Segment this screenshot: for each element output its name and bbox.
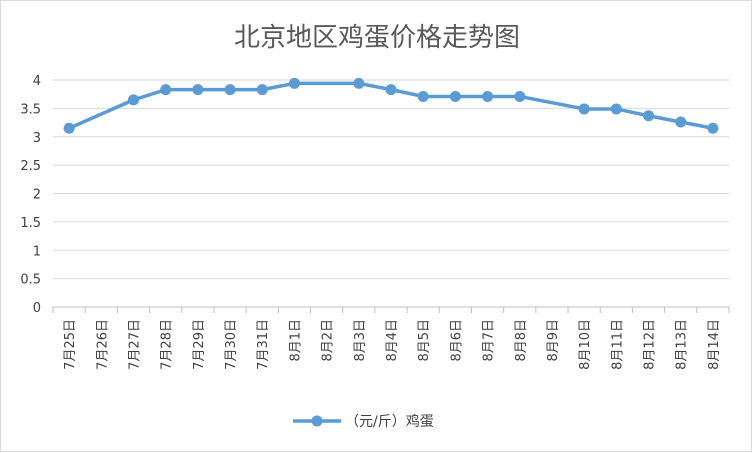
data-point (610, 103, 622, 115)
x-tick-label: 7月27日 (127, 319, 142, 370)
y-tick-label: 0.5 (20, 273, 41, 288)
data-point (192, 84, 204, 96)
gridlines (53, 79, 729, 308)
data-point (256, 84, 268, 96)
data-point (385, 84, 397, 96)
data-point (675, 116, 687, 128)
x-tick-label: 7月28日 (160, 319, 175, 370)
x-tick-label: 7月31日 (256, 319, 271, 370)
y-tick-label: 2 (33, 188, 41, 203)
data-point (707, 122, 719, 134)
legend-label: （元/斤）鸡蛋 (345, 413, 434, 430)
y-tick-label: 4 (33, 74, 41, 89)
x-tick-label: 8月6日 (449, 319, 464, 362)
x-tick-label: 8月7日 (482, 319, 497, 362)
y-tick-label: 2.5 (20, 159, 41, 174)
y-axis: 0 0.5 1 1.5 2 2.5 3 3.5 4 (20, 74, 41, 316)
data-point (482, 90, 494, 102)
data-point (127, 94, 139, 106)
y-tick-label: 0 (33, 301, 41, 316)
x-tick-label: 8月12日 (643, 319, 658, 370)
x-tick-label: 8月1日 (288, 319, 303, 362)
x-tick-label: 8月3日 (353, 319, 368, 362)
data-point (288, 77, 300, 89)
data-point (578, 103, 590, 115)
data-point (643, 110, 655, 122)
x-tick-label: 8月4日 (385, 319, 400, 362)
series-layer (63, 77, 719, 134)
x-axis: 7月25日 7月26日 7月27日 7月28日 7月29日 7月30日 7月31日 8月1日 8… (52, 307, 730, 370)
x-tick-label: 7月26日 (95, 319, 110, 370)
x-tick-label: 8月9日 (546, 319, 561, 362)
x-tick-label: 8月2日 (321, 319, 336, 362)
data-point (160, 84, 172, 96)
x-tick-label: 7月25日 (63, 319, 78, 370)
x-tick-label: 8月14日 (707, 319, 722, 370)
x-tick-label: 8月5日 (417, 319, 432, 362)
legend-marker (311, 415, 323, 427)
chart-title: 北京地区鸡蛋价格走势图 (234, 23, 520, 53)
data-point (449, 90, 461, 102)
data-point (63, 122, 75, 134)
data-point (353, 77, 365, 89)
data-point (224, 84, 236, 96)
y-tick-label: 3.5 (20, 102, 41, 117)
x-tick-label: 7月30日 (224, 319, 239, 370)
y-tick-label: 3 (33, 131, 41, 146)
data-point (417, 90, 429, 102)
data-point (514, 90, 526, 102)
x-tick-label: 8月8日 (514, 319, 529, 362)
x-tick-label: 7月29日 (192, 319, 207, 370)
y-tick-label: 1 (33, 244, 41, 259)
legend: （元/斤）鸡蛋 (293, 413, 434, 430)
x-tick-label: 8月11日 (610, 319, 625, 370)
y-tick-label: 1.5 (20, 216, 41, 231)
x-tick-label: 8月13日 (675, 319, 690, 370)
x-tick-label: 8月10日 (578, 319, 593, 370)
